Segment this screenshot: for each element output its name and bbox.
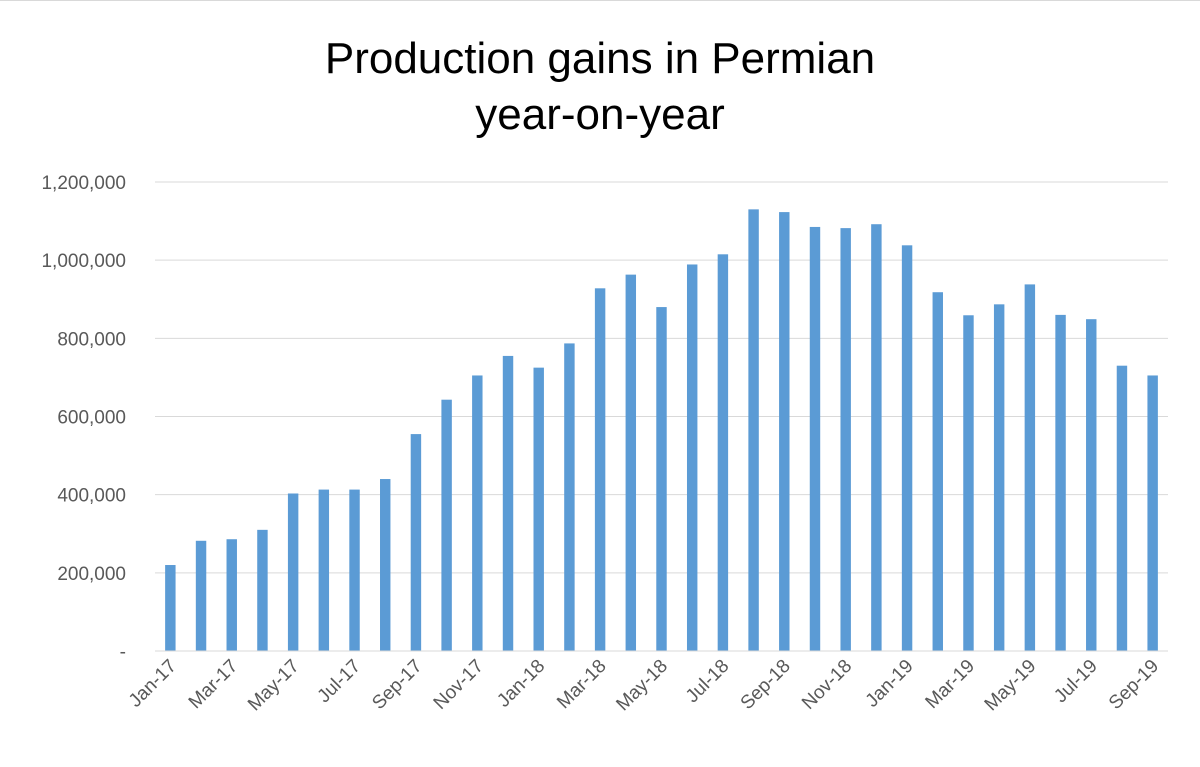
- bar-dec-17: [502, 355, 514, 651]
- x-tick-label: Sep-18: [737, 656, 795, 714]
- bar-feb-18: [564, 343, 575, 651]
- bar-jul-19: [1086, 319, 1097, 651]
- bar-jun-17: [318, 489, 330, 651]
- bar-jun-19: [1055, 314, 1066, 651]
- bar-jan-19: [901, 245, 913, 651]
- bar-apr-18: [625, 274, 637, 651]
- y-tick-label: -: [120, 642, 126, 663]
- x-tick-label: May-17: [244, 656, 304, 716]
- bar-oct-18: [809, 226, 821, 651]
- bar-sep-17: [410, 434, 422, 651]
- bar-jan-18: [533, 367, 544, 651]
- x-tick-label: Sep-17: [368, 656, 426, 714]
- x-tick-label: Nov-17: [430, 656, 488, 714]
- bar-nov-17: [472, 375, 483, 651]
- x-tick-label: Jan-17: [125, 656, 181, 712]
- bar-jul-18: [717, 254, 729, 651]
- x-tick-label: Jul-18: [682, 656, 733, 707]
- bar-aug-18: [748, 209, 759, 651]
- bar-feb-17: [195, 540, 207, 651]
- y-tick-label: 1,000,000: [41, 251, 126, 272]
- x-tick-label: Jul-17: [314, 656, 365, 707]
- y-tick-label: 800,000: [57, 329, 126, 350]
- bar-aug-19: [1116, 365, 1128, 651]
- y-tick-label: 200,000: [57, 564, 126, 585]
- x-tick-label: Sep-19: [1105, 656, 1163, 714]
- bar-mar-19: [963, 315, 974, 651]
- bar-sep-19: [1147, 375, 1158, 651]
- bars: [165, 209, 1158, 651]
- x-tick-label: Nov-18: [798, 656, 856, 714]
- bar-mar-17: [226, 539, 237, 651]
- y-tick-label: 600,000: [57, 408, 126, 429]
- chart-title-line-1: Production gains in Permian: [324, 34, 876, 83]
- bar-feb-19: [932, 292, 943, 651]
- bar-apr-17: [257, 529, 268, 651]
- chart-title-line-2: year-on-year: [475, 90, 725, 139]
- bar-may-18: [656, 307, 667, 651]
- bar-mar-18: [594, 288, 606, 651]
- x-tick-label: May-19: [981, 656, 1041, 716]
- x-tick-label: Mar-19: [922, 656, 979, 713]
- bar-may-19: [1024, 284, 1036, 651]
- bar-nov-18: [840, 228, 851, 651]
- bar-jul-17: [349, 489, 360, 651]
- bar-may-17: [287, 493, 299, 651]
- y-tick-label: 1,200,000: [41, 173, 126, 194]
- bar-dec-18: [871, 224, 882, 651]
- chart-title: Production gains in Permian year-on-year: [0, 31, 1200, 143]
- x-tick-label: Jul-19: [1050, 656, 1101, 707]
- x-tick-label: Jan-19: [862, 656, 918, 712]
- x-tick-label: May-18: [612, 656, 672, 716]
- y-axis-ticks: - 200,000 400,000 600,000 800,000 1,000,000 1,…: [41, 173, 126, 663]
- bar-apr-19: [993, 304, 1005, 651]
- x-tick-label: Mar-18: [553, 656, 610, 713]
- bar-oct-17: [441, 399, 452, 651]
- x-tick-label: Jan-18: [493, 656, 549, 712]
- y-tick-label: 400,000: [57, 486, 126, 507]
- bar-sep-18: [779, 212, 790, 651]
- bar-jun-18: [686, 264, 698, 651]
- bar-aug-17: [380, 479, 391, 651]
- x-tick-label: Mar-17: [185, 656, 242, 713]
- bar-jan-17: [165, 565, 176, 651]
- x-axis-ticks: Jan-17 Mar-17 May-17 Jul-17 Sep-17 Nov-17 Jan-…: [125, 656, 1163, 716]
